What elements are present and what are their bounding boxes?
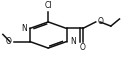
Text: O: O [6, 37, 12, 46]
Text: N: N [70, 37, 76, 46]
Text: O: O [80, 43, 86, 52]
Text: Cl: Cl [44, 1, 52, 10]
Text: N: N [21, 24, 27, 33]
Text: O: O [97, 17, 103, 26]
